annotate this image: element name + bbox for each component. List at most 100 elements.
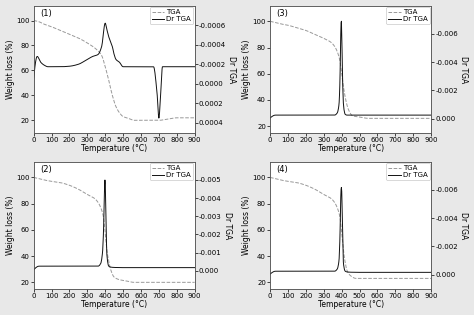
TGA [163,117,169,121]
Text: (2): (2) [40,165,52,175]
Legend: TGA, Dr TGA: TGA, Dr TGA [150,7,193,24]
Dr TGA [156,116,162,120]
TGA [127,117,132,121]
Dr TGA [109,42,114,46]
X-axis label: Temperature (°C): Temperature (°C) [81,301,147,309]
Dr TGA [338,20,344,23]
Dr TGA [338,186,344,189]
TGA [31,19,36,22]
Dr TGA [428,271,434,274]
Legend: TGA, Dr TGA: TGA, Dr TGA [150,163,193,180]
Dr TGA [355,271,360,274]
TGA [425,277,430,280]
Line: Dr TGA: Dr TGA [270,187,431,274]
Line: TGA: TGA [34,20,195,120]
TGA [428,277,434,280]
TGA [163,280,169,284]
TGA [118,278,124,282]
Dr TGA [192,266,198,270]
Dr TGA [400,271,405,274]
TGA [131,280,137,284]
Dr TGA [425,113,430,117]
Y-axis label: Dr TGA: Dr TGA [459,212,468,239]
Y-axis label: Dr TGA: Dr TGA [459,55,468,83]
Dr TGA [425,271,430,274]
TGA [344,102,349,106]
Dr TGA [345,270,351,274]
TGA [107,84,113,88]
Text: (3): (3) [276,9,288,18]
Dr TGA [400,113,405,117]
Dr TGA [192,65,198,69]
Line: TGA: TGA [270,177,431,278]
TGA [192,280,198,284]
Line: Dr TGA: Dr TGA [34,180,195,270]
TGA [354,277,359,280]
Dr TGA [118,266,124,270]
Dr TGA [267,272,273,276]
X-axis label: Temperature (°C): Temperature (°C) [318,301,383,309]
Line: Dr TGA: Dr TGA [270,21,431,118]
Dr TGA [345,113,351,117]
Dr TGA [127,65,133,69]
TGA [400,117,405,120]
Dr TGA [364,113,369,117]
TGA [428,117,434,120]
TGA [363,116,369,120]
Legend: TGA, Dr TGA: TGA, Dr TGA [386,7,430,24]
Dr TGA [364,271,369,274]
Dr TGA [127,266,133,270]
TGA [364,277,369,280]
Text: (4): (4) [276,165,288,175]
Y-axis label: Weight loss (%): Weight loss (%) [6,39,15,99]
Y-axis label: Weight loss (%): Weight loss (%) [6,196,15,255]
Dr TGA [267,116,273,120]
Dr TGA [31,77,36,81]
Dr TGA [102,21,108,25]
Dr TGA [108,39,113,43]
X-axis label: Temperature (°C): Temperature (°C) [318,144,383,153]
Dr TGA [428,113,434,117]
TGA [400,277,405,280]
TGA [188,116,194,120]
Text: (1): (1) [40,9,52,18]
TGA [192,116,198,120]
Line: TGA: TGA [270,21,431,118]
X-axis label: Temperature (°C): Temperature (°C) [81,144,147,153]
TGA [131,118,137,122]
TGA [425,117,430,120]
Dr TGA [189,65,194,69]
TGA [127,280,132,284]
TGA [118,112,124,116]
TGA [345,105,350,109]
Dr TGA [109,265,114,269]
Line: Dr TGA: Dr TGA [34,23,195,118]
Legend: TGA, Dr TGA: TGA, Dr TGA [386,163,430,180]
Dr TGA [188,266,194,270]
Dr TGA [108,265,113,269]
TGA [344,267,349,271]
Dr TGA [344,270,350,274]
Dr TGA [164,65,169,69]
TGA [355,277,360,280]
Dr TGA [31,268,36,272]
Dr TGA [344,113,350,117]
TGA [267,20,273,23]
Line: TGA: TGA [34,177,195,282]
Y-axis label: Dr TGA: Dr TGA [223,212,232,239]
Y-axis label: Weight loss (%): Weight loss (%) [242,196,251,255]
Dr TGA [102,178,108,182]
TGA [345,270,350,273]
Y-axis label: Weight loss (%): Weight loss (%) [242,39,251,99]
Dr TGA [163,266,169,270]
TGA [267,175,273,179]
TGA [188,280,194,284]
TGA [31,175,36,179]
TGA [365,117,371,120]
Dr TGA [118,63,124,66]
TGA [108,89,114,92]
TGA [355,115,360,119]
TGA [108,269,114,273]
TGA [107,266,113,270]
Y-axis label: Dr TGA: Dr TGA [228,55,237,83]
